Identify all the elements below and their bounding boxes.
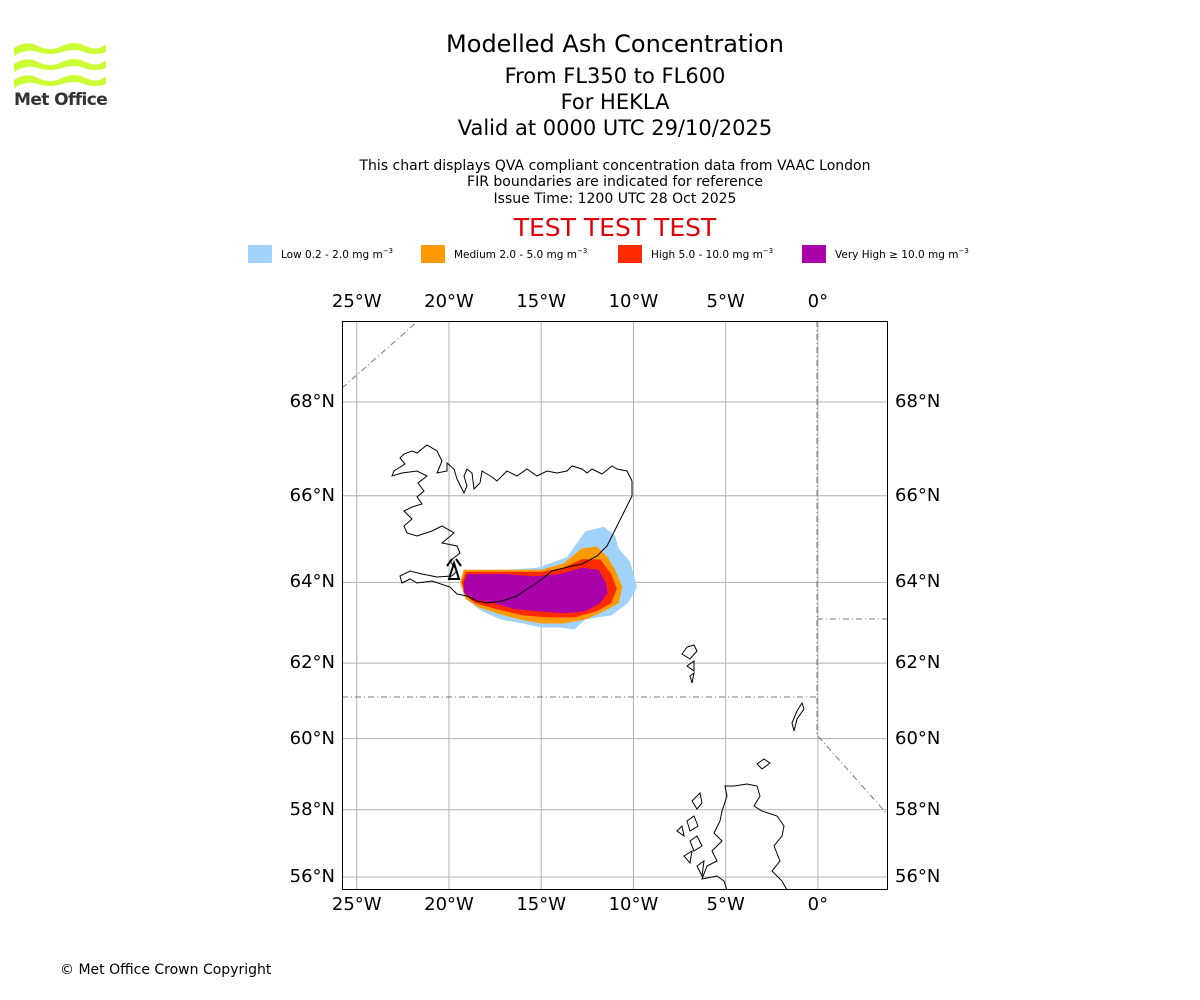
lon-tick-label-bottom: 15°W — [516, 894, 567, 915]
lat-tick-label-right: 56°N — [895, 865, 941, 887]
lon-tick-label-bottom: 25°W — [331, 894, 382, 915]
map-frame — [342, 321, 888, 890]
lat-tick-label-left: 62°N — [289, 652, 335, 674]
graticule — [342, 321, 888, 890]
note-qva: This chart displays QVA compliant concen… — [359, 158, 871, 174]
volcano-name-line: For HEKLA — [560, 90, 670, 114]
fir-boundary-line — [816, 321, 888, 816]
legend-label-low: Low 0.2 - 2.0 mg m−3 — [281, 247, 394, 261]
note-issue-time: Issue Time: 1200 UTC 28 Oct 2025 — [493, 191, 737, 207]
lat-tick-label-right: 62°N — [895, 652, 941, 674]
valid-time-line: Valid at 0000 UTC 29/10/2025 — [457, 116, 773, 140]
coastline-faroe — [681, 644, 698, 684]
lat-tick-label-left: 68°N — [289, 391, 335, 413]
lat-tick-label-right: 68°N — [895, 391, 941, 413]
lon-tick-label-top: 25°W — [331, 291, 382, 312]
legend-item-medium: Medium 2.0 - 5.0 mg m−3 — [421, 244, 587, 264]
lon-tick-label-bottom: 5°W — [706, 894, 745, 915]
lat-tick-label-left: 58°N — [289, 798, 335, 820]
legend-swatch-low — [248, 245, 272, 263]
hekla-volcano-icon — [446, 558, 462, 580]
lat-tick-label-left: 66°N — [289, 484, 335, 506]
legend-swatch-high — [618, 245, 642, 263]
legend-item-high: High 5.0 - 10.0 mg m−3 — [618, 244, 773, 264]
copyright-notice: © Met Office Crown Copyright — [60, 962, 272, 978]
lat-tick-label-left: 64°N — [289, 571, 335, 593]
met-office-logo-icon — [14, 43, 106, 88]
lat-tick-label-right: 64°N — [895, 571, 941, 593]
met-office-logo-text: Met Office — [14, 90, 108, 110]
lon-tick-label-bottom: 20°W — [424, 894, 474, 915]
ash-contours — [460, 526, 638, 630]
lon-tick-label-top: 20°W — [424, 291, 474, 312]
lon-tick-label-top: 0° — [807, 291, 829, 312]
chart-title: Modelled Ash Concentration — [446, 30, 784, 58]
coastline-iceland — [391, 444, 633, 604]
lon-tick-label-top: 15°W — [516, 291, 567, 312]
legend-label-high: High 5.0 - 10.0 mg m−3 — [651, 247, 774, 261]
flight-level-range: From FL350 to FL600 — [504, 64, 726, 88]
lon-tick-label-bottom: 0° — [807, 894, 829, 915]
coastline-scotland — [676, 783, 788, 890]
legend-label-medium: Medium 2.0 - 5.0 mg m−3 — [454, 247, 588, 261]
legend-swatch-very-high — [802, 245, 826, 263]
lon-tick-label-top: 5°W — [706, 291, 745, 312]
lat-tick-label-left: 60°N — [289, 727, 335, 749]
lat-tick-label-right: 60°N — [895, 727, 941, 749]
test-banner: TEST TEST TEST — [513, 213, 717, 242]
coastlines — [391, 444, 805, 890]
fir-boundary-line — [342, 321, 418, 389]
lat-tick-label-right: 58°N — [895, 798, 941, 820]
note-fir: FIR boundaries are indicated for referen… — [467, 174, 763, 190]
legend-swatch-medium — [421, 245, 445, 263]
ash-contour-very-high — [463, 567, 608, 614]
legend-label-very-high: Very High ≥ 10.0 mg m−3 — [835, 247, 969, 261]
legend-item-very-high: Very High ≥ 10.0 mg m−3 — [802, 244, 969, 264]
coastline-shetland — [791, 701, 805, 732]
ash-map[interactable] — [342, 321, 888, 890]
lat-tick-label-right: 66°N — [895, 484, 941, 506]
lat-tick-label-left: 56°N — [289, 865, 335, 887]
coastline-orkney — [756, 758, 771, 770]
fir-boundaries — [342, 321, 888, 816]
lon-tick-label-top: 10°W — [608, 291, 659, 312]
lon-tick-label-bottom: 10°W — [608, 894, 659, 915]
legend-item-low: Low 0.2 - 2.0 mg m−3 — [248, 244, 393, 264]
